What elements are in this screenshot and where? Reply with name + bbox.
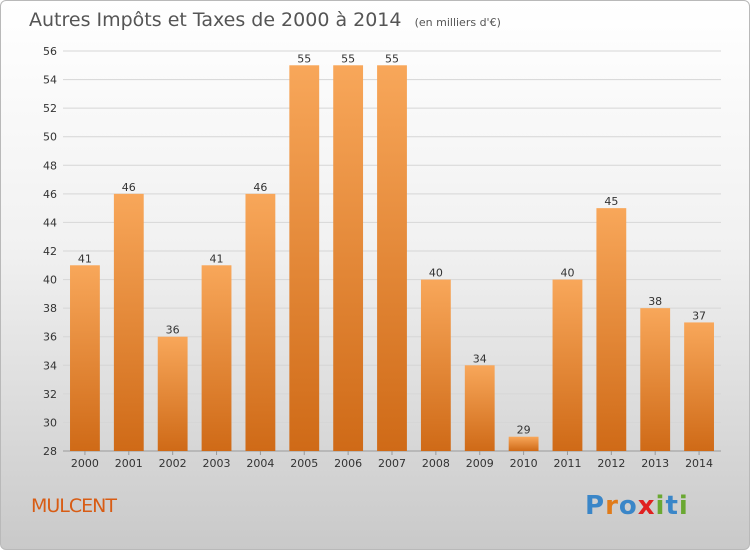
y-tick-label: 46 [43, 188, 57, 201]
bar-2010[interactable] [508, 436, 539, 451]
data-label: 45 [604, 195, 618, 208]
x-tick-label: 2007 [378, 457, 406, 470]
x-tick-label: 2014 [685, 457, 713, 470]
bar-2011[interactable] [552, 279, 583, 451]
x-tick-label: 2013 [641, 457, 669, 470]
logo-letter: r [605, 491, 619, 521]
data-label: 40 [429, 267, 443, 280]
x-tick-label: 2012 [597, 457, 625, 470]
data-label: 41 [210, 252, 224, 265]
y-tick-label: 44 [43, 216, 57, 229]
y-tick-label: 50 [43, 131, 57, 144]
bar-2004[interactable] [245, 193, 276, 451]
data-labels: 41 46 36 41 46 55 55 55 40 34 29 40 45 38 37 [78, 52, 706, 436]
y-tick-label: 36 [43, 331, 57, 344]
x-tick-label: 2011 [553, 457, 581, 470]
y-tick-label: 52 [43, 102, 57, 115]
y-tick-label: 34 [43, 359, 57, 372]
bars [70, 65, 714, 452]
bar-2008[interactable] [420, 279, 451, 451]
data-label: 55 [297, 52, 311, 65]
data-label: 38 [648, 295, 662, 308]
bar-2003[interactable] [201, 265, 232, 451]
x-tick-label: 2002 [159, 457, 187, 470]
x-tick-label: 2004 [246, 457, 274, 470]
bar-2007[interactable] [377, 65, 407, 452]
y-tick-label: 32 [43, 388, 57, 401]
bar-2005[interactable] [289, 65, 320, 452]
x-tick-label: 2001 [115, 457, 143, 470]
logo-letter: i [678, 491, 689, 521]
x-tick-label: 2005 [290, 457, 318, 470]
x-tick-label: 2006 [334, 457, 362, 470]
bar-2006[interactable] [333, 65, 364, 452]
y-tick-label: 30 [43, 416, 57, 429]
logo-letter: o [618, 491, 638, 521]
x-tick-label: 2009 [466, 457, 494, 470]
logo-letter: i [655, 491, 666, 521]
y-tick-label: 42 [43, 245, 57, 258]
y-tick-label: 56 [43, 45, 57, 58]
commune-name: MULCENT [31, 495, 117, 517]
bar-2013[interactable] [640, 308, 671, 451]
x-axis: 2000 2001 2002 2003 2004 2005 2006 2007 2008 2009… [71, 451, 713, 470]
y-tick-label: 38 [43, 302, 57, 315]
y-tick-label: 48 [43, 159, 57, 172]
bar-2000[interactable] [70, 265, 100, 451]
data-label: 36 [166, 324, 180, 337]
x-tick-label: 2008 [422, 457, 450, 470]
data-label: 34 [473, 352, 487, 365]
logo-letter: P [585, 491, 606, 521]
x-tick-label: 2010 [510, 457, 538, 470]
chart-title-unit: (en milliers d'€) [415, 16, 501, 29]
chart-title-main: Autres Impôts et Taxes de 2000 à 2014 [29, 9, 402, 31]
data-label: 55 [385, 52, 399, 65]
bar-2002[interactable] [157, 336, 188, 451]
bar-2001[interactable] [113, 193, 144, 451]
proxiti-logo[interactable]: Proxiti [585, 491, 689, 521]
y-tick-label: 28 [43, 445, 57, 458]
bar-2014[interactable] [684, 322, 714, 451]
y-tick-label: 40 [43, 274, 57, 287]
data-label: 40 [560, 267, 574, 280]
bar-2012[interactable] [596, 208, 627, 451]
data-label: 29 [517, 424, 531, 437]
logo-letter: x [637, 491, 656, 521]
logo-letter: t [665, 491, 679, 521]
data-label: 46 [253, 181, 267, 194]
x-tick-label: 2003 [203, 457, 231, 470]
data-label: 37 [692, 309, 706, 322]
bar-2009[interactable] [464, 365, 495, 451]
x-tick-label: 2000 [71, 457, 99, 470]
data-label: 46 [122, 181, 136, 194]
chart-title: Autres Impôts et Taxes de 2000 à 2014 (e… [29, 9, 501, 31]
y-tick-label: 54 [43, 74, 57, 87]
data-label: 41 [78, 252, 92, 265]
data-label: 55 [341, 52, 355, 65]
